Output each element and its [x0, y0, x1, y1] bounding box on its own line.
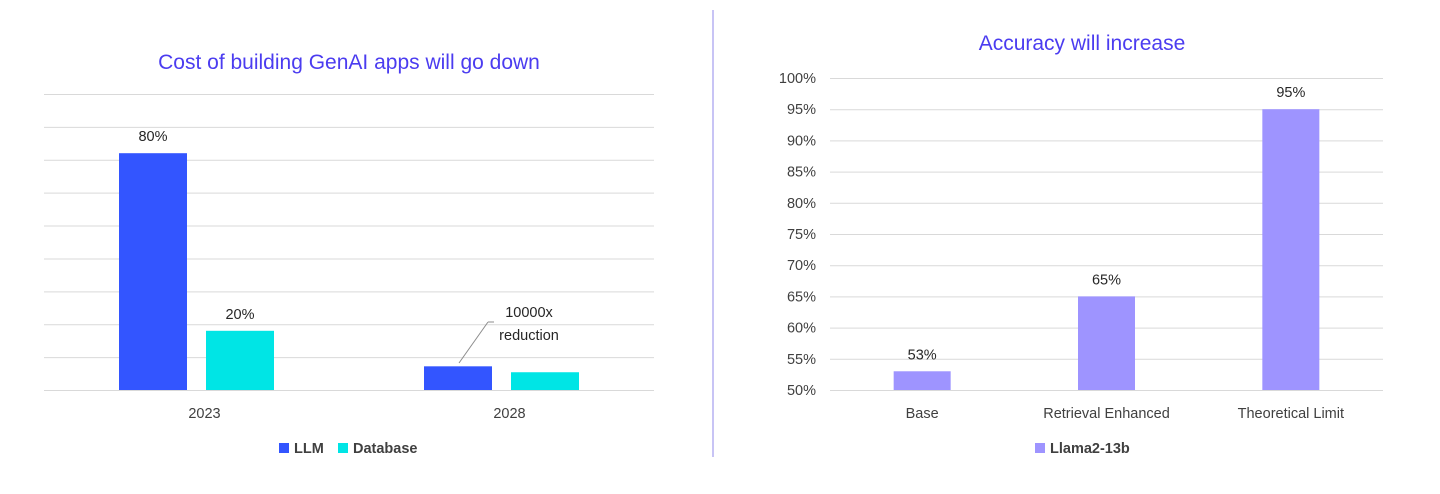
data-label-llm-2023: 80%	[138, 129, 167, 145]
x-tick-label: 2023	[188, 406, 220, 422]
x-tick-label: 2028	[493, 406, 525, 422]
cost-chart-bars	[119, 153, 579, 390]
legend-label-llm: LLM	[294, 441, 324, 457]
y-tick-label: 70%	[787, 258, 816, 274]
annotation-leader-line	[458, 321, 489, 364]
legend-label-llama2-13b: Llama2-13b	[1050, 441, 1130, 457]
y-tick-label: 85%	[787, 165, 816, 181]
accuracy-chart-legend: Llama2-13b	[1035, 441, 1130, 457]
data-label-theoretical-limit: 95%	[1276, 85, 1305, 101]
x-tick-label: Base	[906, 406, 939, 422]
cost-chart-legend: LLM Database	[279, 441, 417, 457]
legend-swatch-llm	[279, 443, 289, 453]
data-label-base: 53%	[908, 347, 937, 363]
y-tick-label: 95%	[787, 102, 816, 118]
accuracy-chart-y-axis: 50% 55% 60% 65% 70% 75% 80% 85% 90% 95% 100%	[779, 71, 816, 399]
accuracy-chart-x-axis: Base Retrieval Enhanced Theoretical Limit	[906, 406, 1344, 422]
cost-chart-x-axis: 2023 2028	[188, 406, 525, 422]
bar-database-2023	[206, 330, 274, 390]
legend-swatch-llama2-13b	[1035, 443, 1045, 453]
cost-chart-data-labels: 80% 20%	[138, 129, 254, 323]
y-tick-label: 60%	[787, 321, 816, 337]
annotation-line-2: reduction	[499, 328, 559, 344]
legend-label-database: Database	[353, 441, 417, 457]
legend-swatch-database	[338, 443, 348, 453]
bar-database-2028	[511, 372, 579, 390]
annotation-line-1: 10000x	[505, 305, 553, 321]
y-tick-label: 55%	[787, 352, 816, 368]
accuracy-chart-title: Accuracy will increase	[979, 32, 1186, 55]
y-tick-label: 50%	[787, 383, 816, 399]
bar-llm-2028	[424, 366, 492, 390]
y-tick-label: 65%	[787, 289, 816, 305]
reduction-annotation: 10000x reduction	[458, 305, 559, 364]
cost-chart-title: Cost of building GenAI apps will go down	[158, 51, 540, 74]
y-tick-label: 80%	[787, 196, 816, 212]
accuracy-chart-bars	[893, 109, 1320, 390]
x-tick-label: Theoretical Limit	[1238, 406, 1344, 422]
y-tick-label: 100%	[779, 71, 816, 87]
y-tick-label: 90%	[787, 133, 816, 149]
cost-chart: Cost of building GenAI apps will go down…	[44, 51, 654, 457]
bar-llama2-13b-retrieval-enhanced	[1078, 296, 1135, 390]
accuracy-chart-data-labels: 53% 65% 95%	[908, 85, 1306, 363]
y-tick-label: 75%	[787, 227, 816, 243]
x-tick-label: Retrieval Enhanced	[1043, 406, 1170, 422]
data-label-retrieval-enhanced: 65%	[1092, 272, 1121, 288]
bar-llama2-13b-theoretical-limit	[1262, 109, 1320, 390]
data-label-database-2023: 20%	[225, 307, 254, 323]
bar-llm-2023	[119, 153, 187, 390]
accuracy-chart: Accuracy will increase 50% 55% 60% 65% 70% 75…	[779, 32, 1383, 457]
bar-llama2-13b-base	[893, 371, 951, 390]
